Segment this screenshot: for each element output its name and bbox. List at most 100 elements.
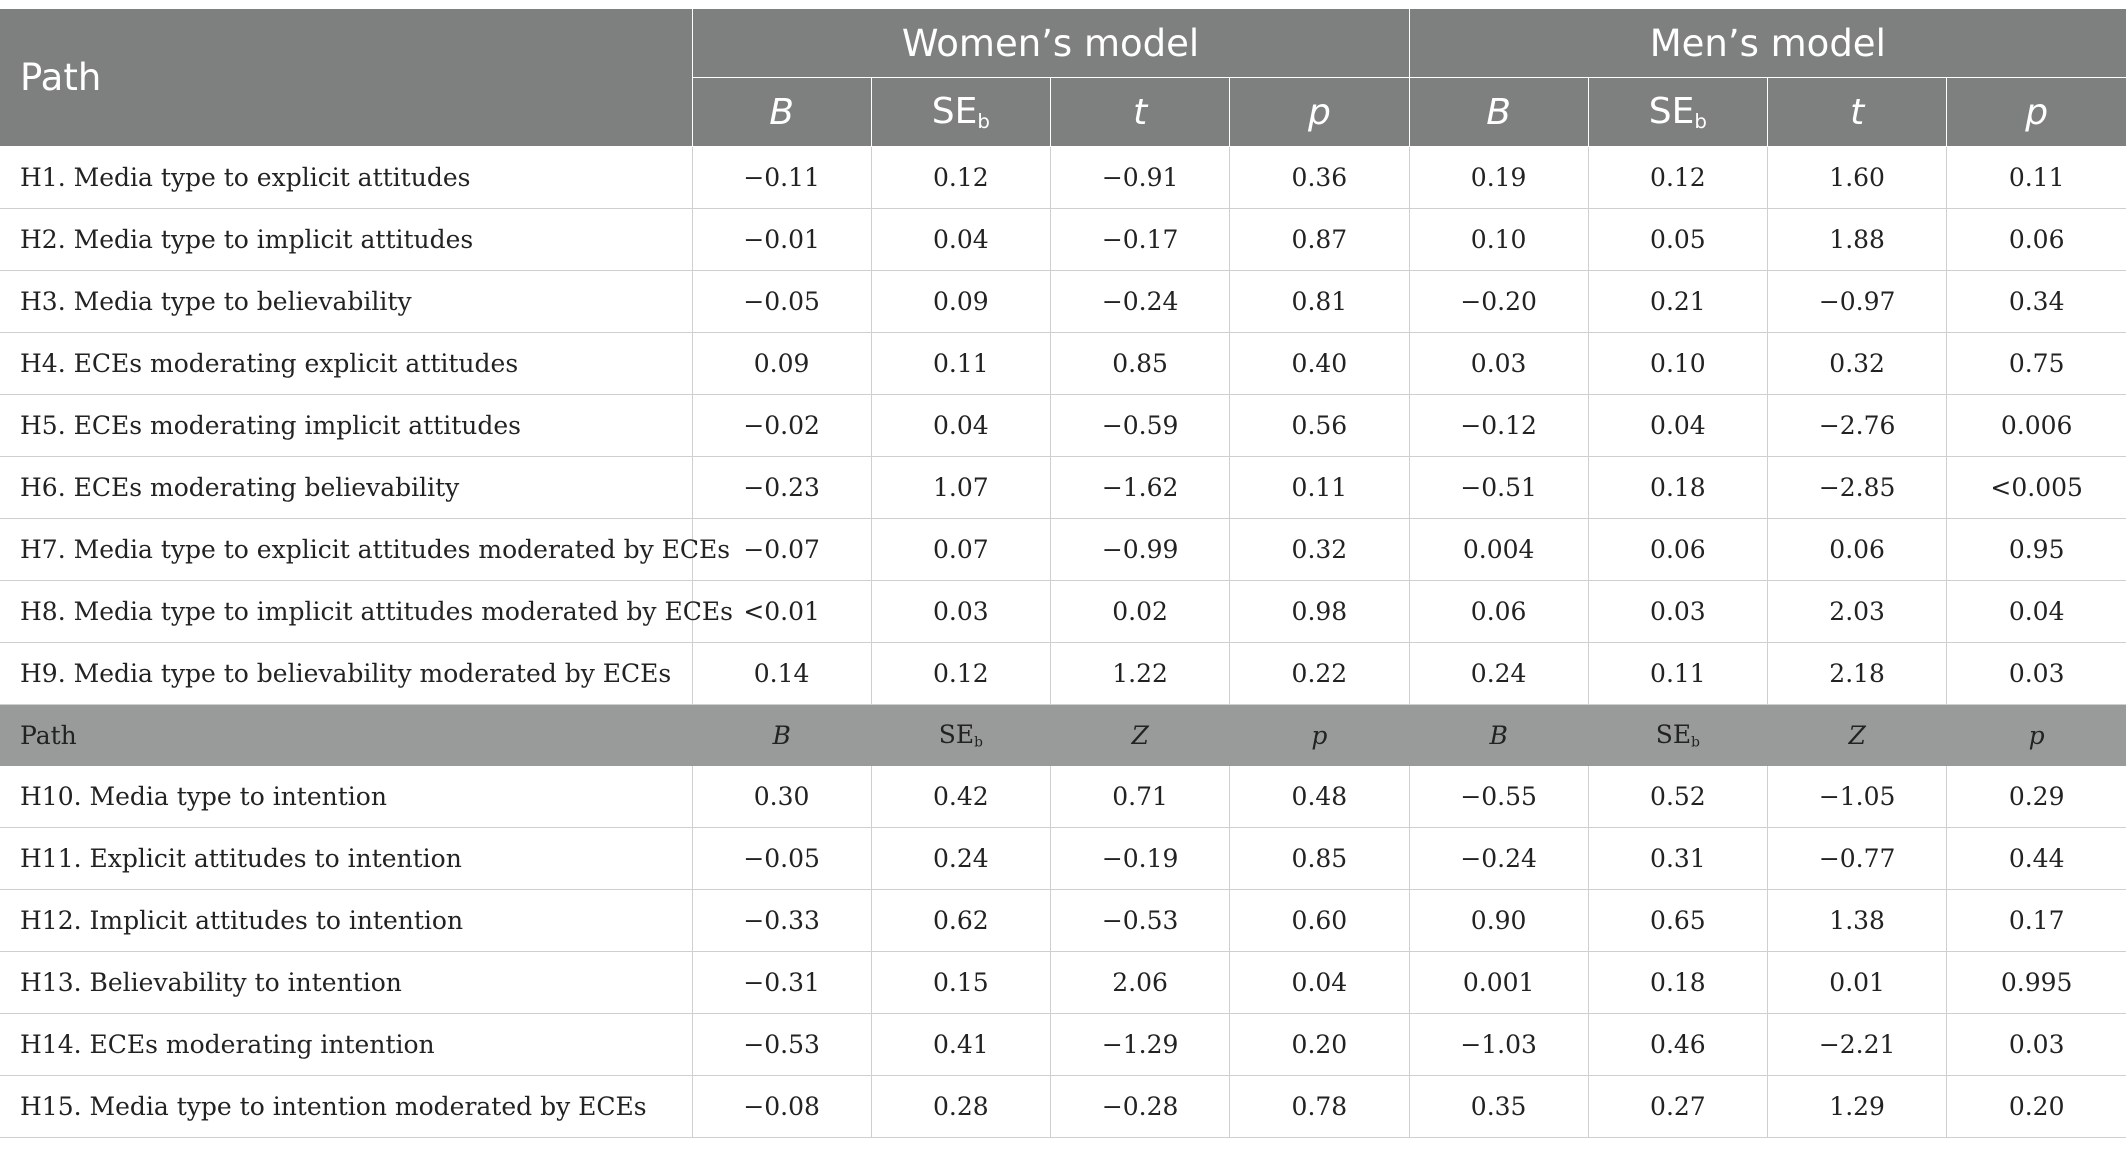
subheader-women-z: Z [1049,704,1231,766]
path-label: H11. Explicit attitudes to intention [0,827,693,890]
women-value-cell: −0.01 [691,208,872,271]
men-value-cell: 0.32 [1767,332,1948,395]
men-value-cell: −0.77 [1767,827,1948,890]
women-value-cell: −0.11 [691,146,872,209]
women-value-cell: 1.22 [1049,642,1231,705]
men-value-cell: −0.55 [1408,765,1589,828]
path-label: H7. Media type to explicit attitudes mod… [0,518,730,581]
women-value-cell: 0.78 [1229,1075,1410,1138]
men-value-cell: 0.006 [1946,394,2126,457]
table-row: H13. Believability to intention −0.31 0.15… [0,951,2126,1014]
men-value-cell: 2.03 [1767,580,1948,643]
women-value-cell: 0.62 [870,889,1052,952]
women-b-header: B [692,77,872,147]
men-p-header: p [1946,77,2126,147]
path-column-header: Path [0,8,693,147]
men-b-header: B [1408,77,1589,147]
women-value-cell: 0.30 [691,765,872,828]
women-value-cell: 0.04 [870,394,1052,457]
women-value-cell: 0.14 [691,642,872,705]
men-value-cell: 0.06 [1767,518,1948,581]
women-value-cell: −0.28 [1049,1075,1231,1138]
women-value-cell: 0.22 [1229,642,1410,705]
men-value-cell: −2.21 [1767,1013,1948,1076]
subheader-men-b: B [1408,704,1589,766]
men-value-cell: 0.01 [1767,951,1948,1014]
women-value-cell: 0.60 [1229,889,1410,952]
table-row: H12. Implicit attitudes to intention −0.3… [0,889,2126,952]
men-value-cell: 0.44 [1946,827,2126,890]
men-value-cell: 0.995 [1946,951,2126,1014]
table-row: H10. Media type to intention 0.30 0.42 0.71… [0,765,2126,828]
women-value-cell: −0.53 [1049,889,1231,952]
men-value-cell: 0.06 [1587,518,1769,581]
men-value-cell: 0.10 [1408,208,1589,271]
women-value-cell: 0.09 [870,270,1052,333]
path-label: H13. Believability to intention [0,951,693,1014]
men-value-cell: 0.12 [1587,146,1769,209]
men-value-cell: −0.24 [1408,827,1589,890]
women-value-cell: −0.33 [691,889,872,952]
men-value-cell: 0.65 [1587,889,1769,952]
women-value-cell: 0.42 [870,765,1052,828]
table-body: H1. Media type to explicit attitudes −0.1… [0,146,2126,1138]
men-value-cell: 0.24 [1408,642,1589,705]
women-value-cell: −0.07 [691,518,872,581]
women-t-header: t [1049,77,1231,147]
men-value-cell: 0.46 [1587,1013,1769,1076]
women-value-cell: −0.24 [1049,270,1231,333]
path-label: H15. Media type to intention moderated b… [0,1075,693,1138]
women-value-cell: −0.02 [691,394,872,457]
men-value-cell: 1.60 [1767,146,1948,209]
men-value-cell: −0.97 [1767,270,1948,333]
men-value-cell: 0.06 [1408,580,1589,643]
path-label: H5. ECEs moderating implicit attitudes [0,394,693,457]
women-value-cell: 0.87 [1229,208,1410,271]
women-value-cell: −0.05 [691,270,872,333]
women-value-cell: −0.08 [691,1075,872,1138]
men-value-cell: 0.75 [1946,332,2126,395]
men-value-cell: 0.03 [1587,580,1769,643]
path-label: H6. ECEs moderating believability [0,456,693,519]
subheader-path: Path [0,704,693,766]
men-value-cell: 0.27 [1587,1075,1769,1138]
women-value-cell: 0.20 [1229,1013,1410,1076]
women-value-cell: 0.36 [1229,146,1410,209]
path-label: H12. Implicit attitudes to intention [0,889,693,952]
table-row: H8. Media type to implicit attitudes mod… [0,580,2126,643]
men-value-cell: <0.005 [1946,456,2126,519]
table-row: H9. Media type to believability moderate… [0,642,2126,705]
men-t-header: t [1767,77,1948,147]
women-value-cell: 0.85 [1229,827,1410,890]
men-value-cell: 0.05 [1587,208,1769,271]
women-value-cell: 0.28 [870,1075,1052,1138]
womens-model-header: Women’s model [691,8,1410,78]
women-value-cell: 0.02 [1049,580,1231,643]
women-value-cell: <0.01 [691,580,872,643]
subheader-men-se: SEb [1587,704,1769,766]
subheader-men-z: Z [1767,704,1948,766]
women-value-cell: 0.09 [691,332,872,395]
men-value-cell: 0.90 [1408,889,1589,952]
men-value-cell: 0.03 [1946,642,2126,705]
men-value-cell: −0.51 [1408,456,1589,519]
women-value-cell: −0.53 [691,1013,872,1076]
women-value-cell: −1.62 [1049,456,1231,519]
table-header: Path Women’s model Men’s model B SEb t p… [0,8,2126,147]
men-value-cell: 0.04 [1587,394,1769,457]
women-value-cell: 0.03 [870,580,1052,643]
subheader-women-se: SEb [870,704,1052,766]
table-row: H1. Media type to explicit attitudes −0.1… [0,146,2126,209]
men-se-header: SEb [1587,77,1769,147]
men-value-cell: 0.04 [1946,580,2126,643]
men-value-cell: −0.12 [1408,394,1589,457]
men-value-cell: 1.38 [1767,889,1948,952]
table-row: H4. ECEs moderating explicit attitudes 0.… [0,332,2126,395]
table-row: H15. Media type to intention moderated b… [0,1075,2126,1138]
women-value-cell: 0.04 [870,208,1052,271]
men-value-cell: 0.06 [1946,208,2126,271]
men-value-cell: 0.17 [1946,889,2126,952]
women-value-cell: −0.19 [1049,827,1231,890]
women-value-cell: 0.24 [870,827,1052,890]
women-value-cell: 0.11 [870,332,1052,395]
